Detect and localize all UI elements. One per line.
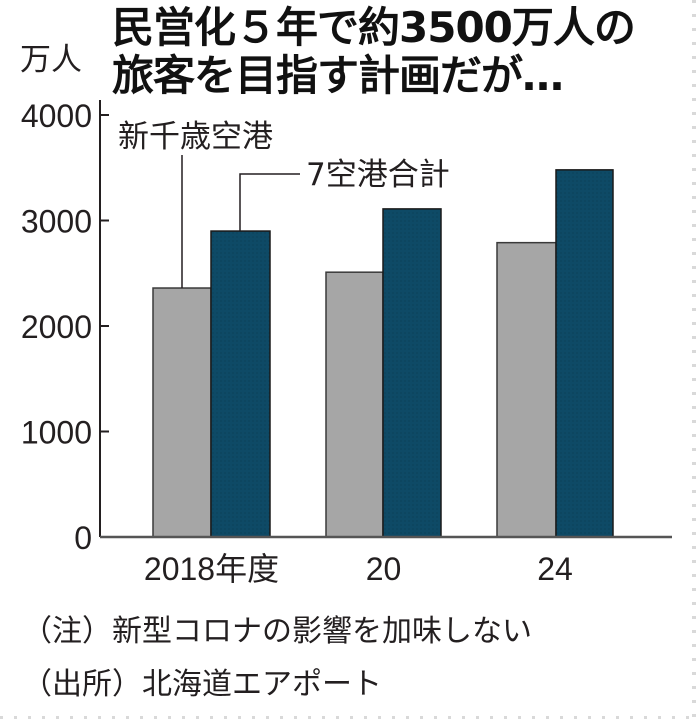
- bottom-border: [0, 716, 696, 719]
- chart-title-line2: 旅客を目指す計画だが…: [112, 51, 564, 100]
- chart-title-line1: 民営化５年で約3500万人の: [112, 3, 636, 52]
- y-tick-label: 3000: [21, 204, 92, 240]
- y-axis-unit: 万人: [20, 42, 82, 78]
- bar-7-airports-total: [382, 208, 442, 538]
- y-tick-label: 1000: [21, 415, 92, 451]
- y-tick-label: 0: [74, 520, 92, 556]
- bar-new-chitose: [325, 271, 384, 538]
- legend-label-new-chitose: 新千歳空港: [118, 119, 273, 155]
- x-tick-label: 2018年度: [144, 551, 279, 587]
- legend-leader-7-airports: [239, 173, 300, 232]
- chart-note: （注）新型コロナの影響を加味しない: [22, 614, 532, 649]
- x-tick-label: 24: [537, 551, 573, 587]
- bar-7-airports-total: [210, 230, 271, 538]
- bar-7-airports-total: [555, 169, 614, 538]
- bar-new-chitose: [152, 287, 212, 538]
- chart-source: （出所）北海道エアポート: [22, 667, 382, 702]
- right-border: [692, 0, 696, 719]
- legend-label-7-airports: 7空港合計: [306, 157, 450, 193]
- bar-new-chitose: [496, 241, 557, 538]
- y-tick-label: 2000: [21, 309, 92, 345]
- y-tick-label: 4000: [21, 98, 92, 134]
- x-tick-label: 20: [366, 551, 402, 587]
- chart-title: 民営化５年で約3500万人の 旅客を目指す計画だが…: [112, 3, 636, 100]
